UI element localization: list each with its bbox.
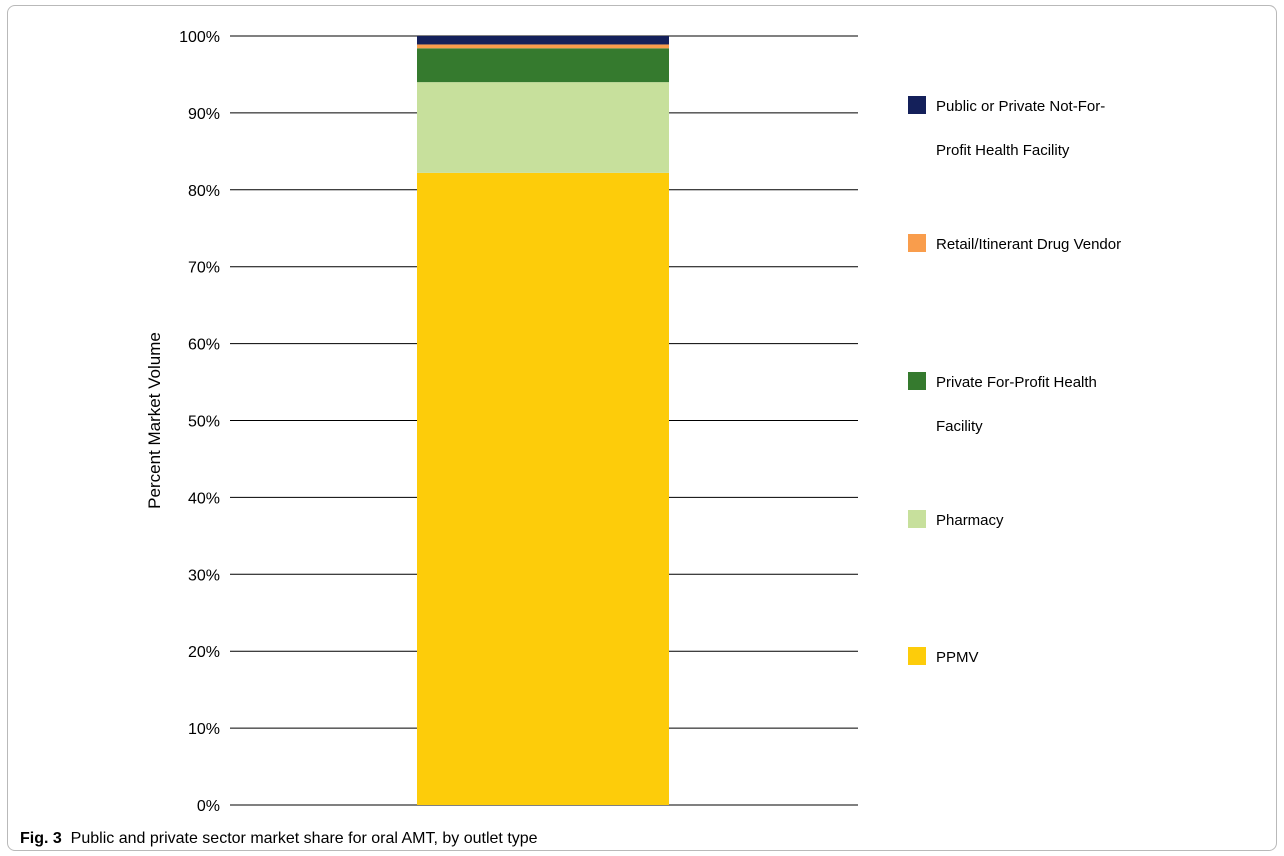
legend-swatch <box>908 96 926 114</box>
bar-segment-public-or-private-not-for-profit-health-facility <box>417 36 669 45</box>
figure-caption: Fig. 3 Public and private sector market … <box>20 830 538 848</box>
y-tick-label: 20% <box>188 644 220 661</box>
y-tick-label: 60% <box>188 337 220 354</box>
bar-segment-ppmv <box>417 172 669 805</box>
bar-segment-pharmacy <box>417 82 669 173</box>
y-tick-label: 50% <box>188 414 220 431</box>
y-tick-label: 10% <box>188 721 220 738</box>
legend-label: Pharmacy <box>936 512 1004 529</box>
bar-segment-private-for-profit-health-facility <box>417 48 669 83</box>
legend-label: PPMV <box>936 649 979 666</box>
bar-segment-retail-itinerant-drug-vendor <box>417 44 669 49</box>
y-tick-label: 70% <box>188 260 220 277</box>
legend-label: Retail/Itinerant Drug Vendor <box>936 236 1121 253</box>
legend-label: Facility <box>936 418 983 435</box>
legend-swatch <box>908 234 926 252</box>
legend-swatch <box>908 647 926 665</box>
y-tick-label: 90% <box>188 106 220 123</box>
y-tick-label: 0% <box>197 798 220 815</box>
y-tick-label: 100% <box>179 29 220 46</box>
y-axis-label: Percent Market Volume <box>145 332 164 509</box>
y-tick-label: 30% <box>188 567 220 584</box>
figure-caption-text: Public and private sector market share f… <box>70 830 538 847</box>
legend-swatch <box>908 372 926 390</box>
y-tick-label: 40% <box>188 490 220 507</box>
legend-label: Public or Private Not-For- <box>936 98 1105 115</box>
legend-label: Private For-Profit Health <box>936 374 1097 391</box>
legend-label: Profit Health Facility <box>936 142 1070 159</box>
figure-caption-label: Fig. 3 <box>20 830 62 847</box>
legend-swatch <box>908 510 926 528</box>
y-tick-label: 80% <box>188 183 220 200</box>
